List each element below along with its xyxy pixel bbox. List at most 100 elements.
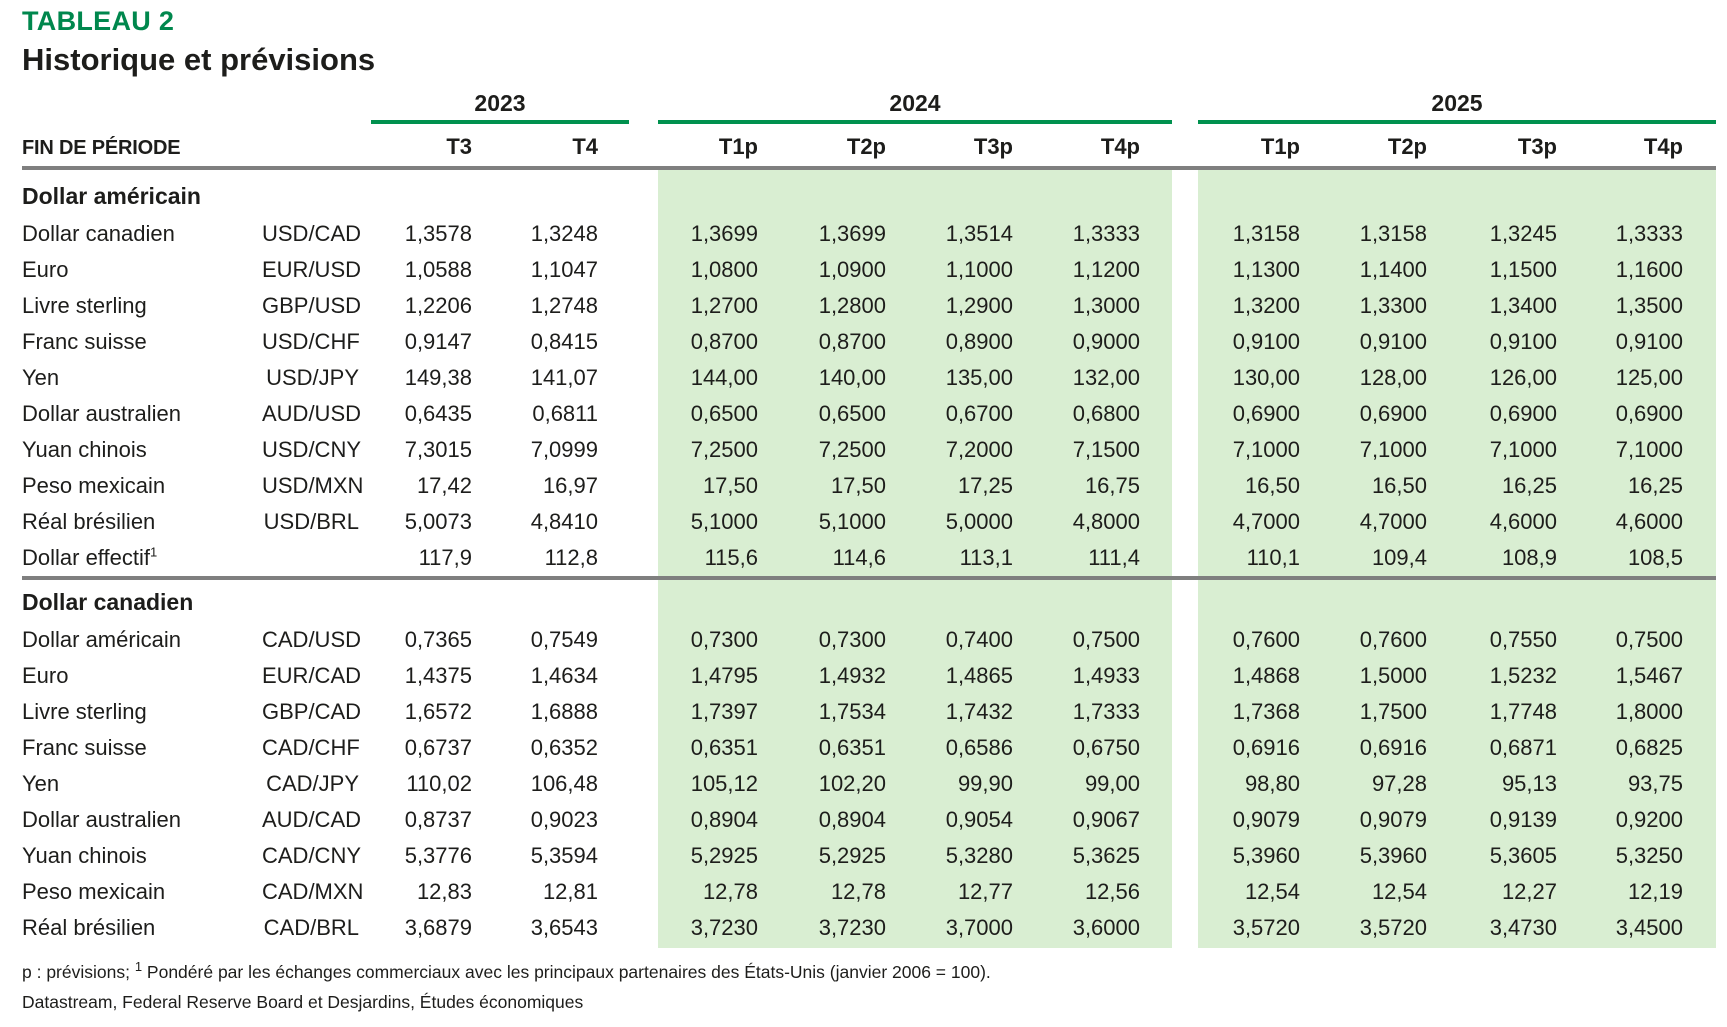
value-cell: 0,6500	[818, 401, 886, 426]
value-cell: 1,1600	[1615, 257, 1683, 282]
value-cell: 1,3158	[1232, 221, 1300, 246]
row-label: Peso mexicain	[22, 473, 166, 498]
value-cell: 98,80	[1244, 771, 1300, 796]
value-cell: 16,75	[1084, 473, 1140, 498]
footnote-source: Datastream, Federal Reserve Board et Des…	[22, 992, 584, 1012]
value-cell: 7,1000	[1359, 437, 1427, 462]
value-cell: 1,0588	[404, 257, 472, 282]
value-cell: 12,54	[1244, 879, 1300, 904]
table-row: Réal brésilien USD/BRL 5,0073 4,8410 5,1000 5…	[22, 504, 1685, 540]
value-cell: 0,6700	[945, 401, 1013, 426]
currency-pair: CAD/JPY	[266, 771, 359, 796]
value-cell: 0,6737	[404, 735, 472, 760]
value-cell: 0,6811	[532, 401, 598, 426]
value-cell: 5,1000	[690, 509, 758, 534]
value-cell: 0,6871	[1489, 735, 1557, 760]
value-cell: 1,3000	[1072, 293, 1140, 318]
value-cell: 1,3333	[1615, 221, 1683, 246]
value-cell: 5,3625	[1072, 843, 1140, 868]
value-cell: 7,3015	[404, 437, 472, 462]
value-cell: 0,7300	[690, 627, 758, 652]
value-cell: 7,1000	[1489, 437, 1557, 462]
value-cell: 16,50	[1244, 473, 1300, 498]
value-cell: 0,9139	[1489, 807, 1557, 832]
value-cell: 1,5000	[1359, 663, 1427, 688]
value-cell: 1,2900	[945, 293, 1013, 318]
value-cell: 112,8	[544, 545, 598, 570]
value-cell: 0,9100	[1359, 329, 1427, 354]
value-cell: 4,6000	[1615, 509, 1683, 534]
value-cell: 0,6900	[1489, 401, 1557, 426]
value-cell: 1,3158	[1359, 221, 1427, 246]
value-cell: 135,00	[945, 365, 1013, 390]
section-title: Dollar canadien	[22, 588, 194, 615]
value-cell: 1,3248	[530, 221, 598, 246]
value-cell: 1,7368	[1232, 699, 1300, 724]
value-cell: 5,3776	[404, 843, 472, 868]
value-cell: 1,4932	[818, 663, 886, 688]
value-cell: 12,77	[957, 879, 1013, 904]
table-row: Dollar australien AUD/CAD 0,8737 0,9023 0,89…	[22, 802, 1685, 838]
table-row: Euro EUR/USD 1,0588 1,1047 1,0800 1,0900 1,100…	[22, 252, 1685, 288]
value-cell: 4,8000	[1072, 509, 1140, 534]
value-cell: 0,9147	[404, 329, 472, 354]
value-cell: 0,7549	[530, 627, 598, 652]
value-cell: 1,4795	[690, 663, 758, 688]
value-cell: 97,28	[1371, 771, 1427, 796]
col-header-2023-T3: T3	[446, 134, 472, 159]
value-cell: 7,2500	[818, 437, 886, 462]
value-cell: 1,4933	[1072, 663, 1140, 688]
value-cell: 5,1000	[818, 509, 886, 534]
value-cell: 0,8904	[818, 807, 886, 832]
value-cell: 0,9079	[1359, 807, 1427, 832]
value-cell: 16,25	[1627, 473, 1683, 498]
row-label: Yuan chinois	[22, 437, 147, 462]
value-cell: 110,02	[406, 771, 472, 796]
value-cell: 0,9100	[1232, 329, 1300, 354]
value-cell: 0,7365	[404, 627, 472, 652]
value-cell: 0,8415	[530, 329, 598, 354]
row-label: Yen	[22, 365, 60, 390]
value-cell: 5,2925	[690, 843, 758, 868]
value-cell: 3,4730	[1489, 915, 1557, 940]
value-cell: 128,00	[1359, 365, 1427, 390]
value-cell: 12,81	[542, 879, 598, 904]
value-cell: 7,2500	[690, 437, 758, 462]
value-cell: 0,7500	[1072, 627, 1140, 652]
value-cell: 0,9200	[1615, 807, 1683, 832]
value-cell: 0,9000	[1072, 329, 1140, 354]
value-cell: 1,4868	[1232, 663, 1300, 688]
col-header-2024-T4p: T4p	[1100, 134, 1140, 159]
value-cell: 4,7000	[1232, 509, 1300, 534]
value-cell: 3,5720	[1232, 915, 1300, 940]
section-row-0: Dollar américain	[22, 170, 1685, 216]
value-cell: 105,12	[690, 771, 758, 796]
value-cell: 0,9100	[1615, 329, 1683, 354]
row-label: Réal brésilien	[22, 915, 156, 940]
value-cell: 16,97	[542, 473, 598, 498]
value-cell: 0,6352	[530, 735, 598, 760]
value-cell: 113,1	[959, 545, 1013, 570]
table-row: Euro EUR/CAD 1,4375 1,4634 1,4795 1,4932 1,486…	[22, 658, 1685, 694]
currency-pair: USD/MXN	[262, 473, 364, 498]
currency-pair: USD/BRL	[263, 509, 359, 534]
value-cell: 144,00	[690, 365, 758, 390]
value-cell: 0,8737	[404, 807, 472, 832]
value-cell: 7,1000	[1615, 437, 1683, 462]
currency-pair: USD/CNY	[262, 437, 362, 462]
value-cell: 108,9	[1501, 545, 1557, 570]
value-cell: 0,6825	[1615, 735, 1683, 760]
value-cell: 3,6000	[1072, 915, 1140, 940]
row-label: Livre sterling	[22, 699, 147, 724]
table-row: Dollar effectif1 117,9 112,8 115,6 114,6 113,…	[22, 540, 1685, 576]
row-label: Dollar australien	[22, 807, 181, 832]
section-divider-rule	[22, 576, 1716, 580]
table-row: Dollar américain CAD/USD 0,7365 0,7549 0,730…	[22, 622, 1685, 658]
table-row: Yen CAD/JPY 110,02 106,48 105,12 102,20 99,90 9…	[22, 766, 1685, 802]
value-cell: 3,7230	[690, 915, 758, 940]
col-header-2024-T1p: T1p	[718, 134, 758, 159]
value-cell: 1,7333	[1072, 699, 1140, 724]
table-row: Yuan chinois USD/CNY 7,3015 7,0999 7,2500 7,2…	[22, 432, 1685, 468]
value-cell: 1,5232	[1489, 663, 1557, 688]
